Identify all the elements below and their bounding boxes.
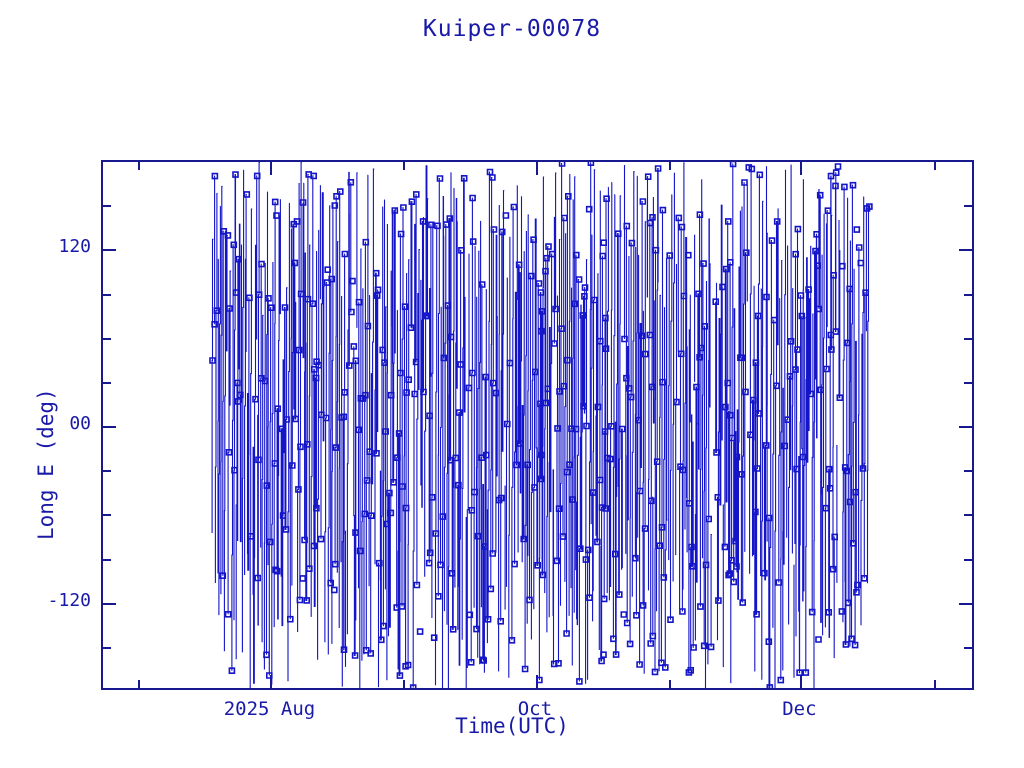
- trace-markers: [210, 162, 872, 690]
- x-axis-label: Time(UTC): [455, 714, 569, 738]
- y-tick-right-minor: [964, 646, 972, 649]
- x-tick-top-major: [535, 162, 538, 175]
- y-tick-right-minor: [964, 205, 972, 208]
- x-tick-minor: [137, 680, 140, 688]
- y-tick-minor: [103, 293, 111, 296]
- x-tick-minor: [403, 680, 406, 688]
- y-tick-minor: [103, 205, 111, 208]
- x-tick-top-minor: [668, 162, 671, 170]
- data-series-longitude: [103, 162, 974, 690]
- y-tick-major: [103, 602, 116, 605]
- x-tick-minor: [933, 680, 936, 688]
- page-title: Kuiper-00078: [422, 16, 602, 42]
- y-tick-minor: [103, 381, 111, 384]
- y-tick-label: 00: [69, 413, 91, 434]
- x-tick-top-major: [800, 162, 803, 175]
- x-tick-label: Dec: [782, 698, 817, 720]
- x-tick-top-minor: [933, 162, 936, 170]
- y-tick-right-minor: [964, 514, 972, 517]
- y-tick-minor: [103, 470, 111, 473]
- x-tick-top-major: [270, 162, 273, 175]
- y-tick-minor: [103, 514, 111, 517]
- x-tick-label: Oct: [517, 698, 553, 720]
- y-tick-minor: [103, 558, 111, 561]
- y-tick-major: [103, 249, 116, 252]
- x-tick-top-minor: [137, 162, 140, 170]
- y-tick-right-major: [959, 249, 972, 252]
- y-axis-label: Long E (deg): [34, 388, 58, 540]
- y-tick-major: [103, 426, 116, 428]
- x-tick-top-minor: [403, 162, 406, 170]
- y-tick-right-major: [959, 426, 972, 428]
- y-tick-label: 120: [58, 236, 91, 258]
- y-tick-label: -120: [47, 589, 91, 611]
- y-tick-right-minor: [964, 381, 972, 384]
- y-tick-right-minor: [964, 293, 972, 296]
- y-tick-minor: [103, 646, 111, 649]
- x-tick-major: [800, 675, 803, 688]
- x-tick-label: 2025 Aug: [223, 698, 316, 720]
- x-tick-minor: [668, 680, 671, 688]
- y-tick-right-major: [959, 602, 972, 605]
- y-tick-right-minor: [964, 558, 972, 561]
- y-tick-minor: [103, 337, 111, 340]
- trace-lines: [212, 162, 869, 690]
- y-tick-right-minor: [964, 337, 972, 340]
- plot-frame: [101, 160, 974, 690]
- y-tick-right-minor: [964, 470, 972, 473]
